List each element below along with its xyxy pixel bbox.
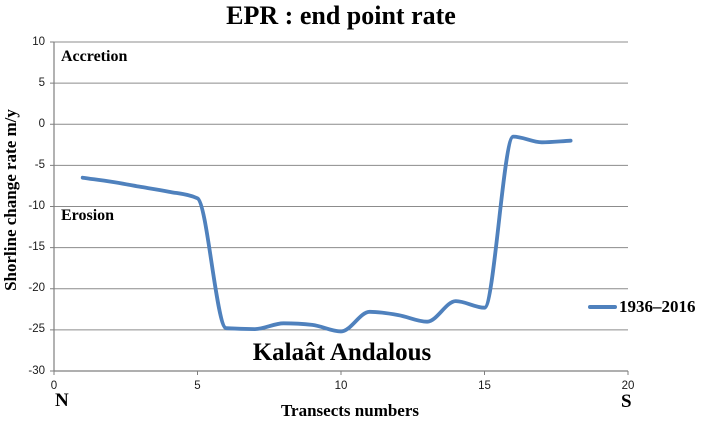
y-tick-label: -10 (28, 200, 45, 212)
legend-label: 1936–2016 (619, 297, 696, 316)
y-tick-label: -15 (28, 241, 45, 254)
y-tick-label: 0 (38, 117, 45, 130)
y-tick-label: -25 (28, 323, 45, 336)
x-axis-title: Transects numbers (280, 401, 420, 420)
label-south: S (621, 391, 632, 412)
legend: 1936–2016 (588, 297, 696, 317)
x-tick-label: 0 (50, 380, 58, 392)
annotation-accretion: Accretion (61, 48, 128, 65)
y-tick-label: 5 (38, 76, 45, 89)
annotation-place-name: Kalaât Andalous (252, 339, 432, 366)
x-tick-label: 20 (621, 380, 635, 392)
annotation-erosion: Erosion (61, 207, 115, 224)
y-tick-label: 10 (32, 35, 45, 48)
x-tick-label: 15 (478, 380, 491, 392)
y-tick-label: -5 (34, 158, 45, 171)
label-north: N (55, 390, 69, 411)
x-tick-label: 5 (194, 380, 201, 392)
series-line-1936-2016 (80, 134, 573, 334)
y-tick-label: -30 (28, 364, 45, 377)
axis-ticks (50, 41, 629, 375)
axes (53, 42, 628, 372)
y-tick-label: -20 (28, 282, 45, 295)
gridlines (54, 41, 628, 331)
x-tick-label: 10 (334, 380, 348, 392)
chart-title: EPR : end point rate (226, 1, 456, 30)
legend-line-swatch (588, 305, 617, 309)
